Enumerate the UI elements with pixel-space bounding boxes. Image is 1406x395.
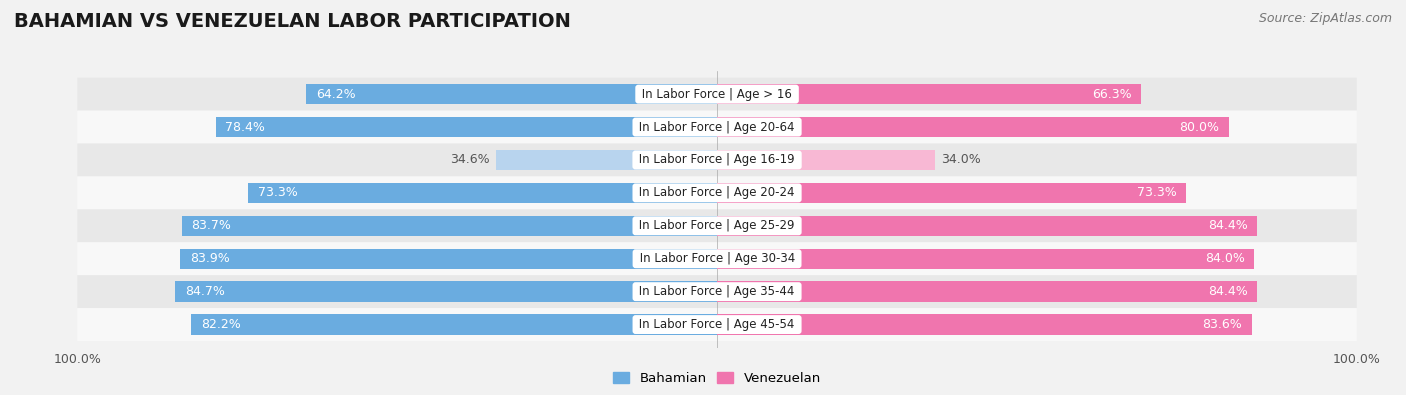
Text: 82.2%: 82.2% bbox=[201, 318, 240, 331]
Bar bbox=[717, 150, 935, 170]
Text: 64.2%: 64.2% bbox=[316, 88, 356, 101]
Text: 80.0%: 80.0% bbox=[1180, 120, 1219, 134]
Bar bbox=[180, 248, 717, 269]
FancyBboxPatch shape bbox=[77, 111, 1357, 143]
Text: 83.7%: 83.7% bbox=[191, 219, 231, 232]
Text: In Labor Force | Age 35-44: In Labor Force | Age 35-44 bbox=[636, 285, 799, 298]
Text: In Labor Force | Age 16-19: In Labor Force | Age 16-19 bbox=[636, 154, 799, 166]
FancyBboxPatch shape bbox=[77, 242, 1357, 275]
Legend: Bahamian, Venezuelan: Bahamian, Venezuelan bbox=[607, 367, 827, 391]
Text: 73.3%: 73.3% bbox=[1136, 186, 1177, 199]
FancyBboxPatch shape bbox=[77, 308, 1357, 341]
Text: 66.3%: 66.3% bbox=[1092, 88, 1132, 101]
FancyBboxPatch shape bbox=[77, 177, 1357, 209]
Text: 34.6%: 34.6% bbox=[450, 154, 489, 166]
Text: 73.3%: 73.3% bbox=[257, 186, 298, 199]
Bar bbox=[215, 117, 717, 137]
FancyBboxPatch shape bbox=[77, 78, 1357, 111]
Bar bbox=[717, 84, 1142, 104]
Text: 84.4%: 84.4% bbox=[1208, 285, 1247, 298]
Bar bbox=[717, 314, 1251, 335]
Text: In Labor Force | Age 20-24: In Labor Force | Age 20-24 bbox=[636, 186, 799, 199]
FancyBboxPatch shape bbox=[77, 209, 1357, 242]
Text: 78.4%: 78.4% bbox=[225, 120, 264, 134]
FancyBboxPatch shape bbox=[77, 275, 1357, 308]
Bar bbox=[181, 216, 717, 236]
Bar bbox=[176, 281, 717, 302]
Bar bbox=[191, 314, 717, 335]
Text: In Labor Force | Age 25-29: In Labor Force | Age 25-29 bbox=[636, 219, 799, 232]
Bar bbox=[717, 281, 1257, 302]
Bar bbox=[717, 182, 1187, 203]
Text: 34.0%: 34.0% bbox=[941, 154, 981, 166]
FancyBboxPatch shape bbox=[77, 143, 1357, 177]
Bar bbox=[717, 117, 1229, 137]
Text: 83.9%: 83.9% bbox=[190, 252, 229, 265]
Text: 84.7%: 84.7% bbox=[184, 285, 225, 298]
Bar bbox=[717, 216, 1257, 236]
Text: Source: ZipAtlas.com: Source: ZipAtlas.com bbox=[1258, 12, 1392, 25]
Bar bbox=[247, 182, 717, 203]
Text: BAHAMIAN VS VENEZUELAN LABOR PARTICIPATION: BAHAMIAN VS VENEZUELAN LABOR PARTICIPATI… bbox=[14, 12, 571, 31]
Text: 84.4%: 84.4% bbox=[1208, 219, 1247, 232]
Text: 84.0%: 84.0% bbox=[1205, 252, 1244, 265]
Text: In Labor Force | Age 45-54: In Labor Force | Age 45-54 bbox=[636, 318, 799, 331]
Text: In Labor Force | Age 20-64: In Labor Force | Age 20-64 bbox=[636, 120, 799, 134]
Bar bbox=[717, 248, 1254, 269]
Text: In Labor Force | Age 30-34: In Labor Force | Age 30-34 bbox=[636, 252, 799, 265]
Bar bbox=[307, 84, 717, 104]
Bar bbox=[496, 150, 717, 170]
Text: 83.6%: 83.6% bbox=[1202, 318, 1243, 331]
Text: In Labor Force | Age > 16: In Labor Force | Age > 16 bbox=[638, 88, 796, 101]
